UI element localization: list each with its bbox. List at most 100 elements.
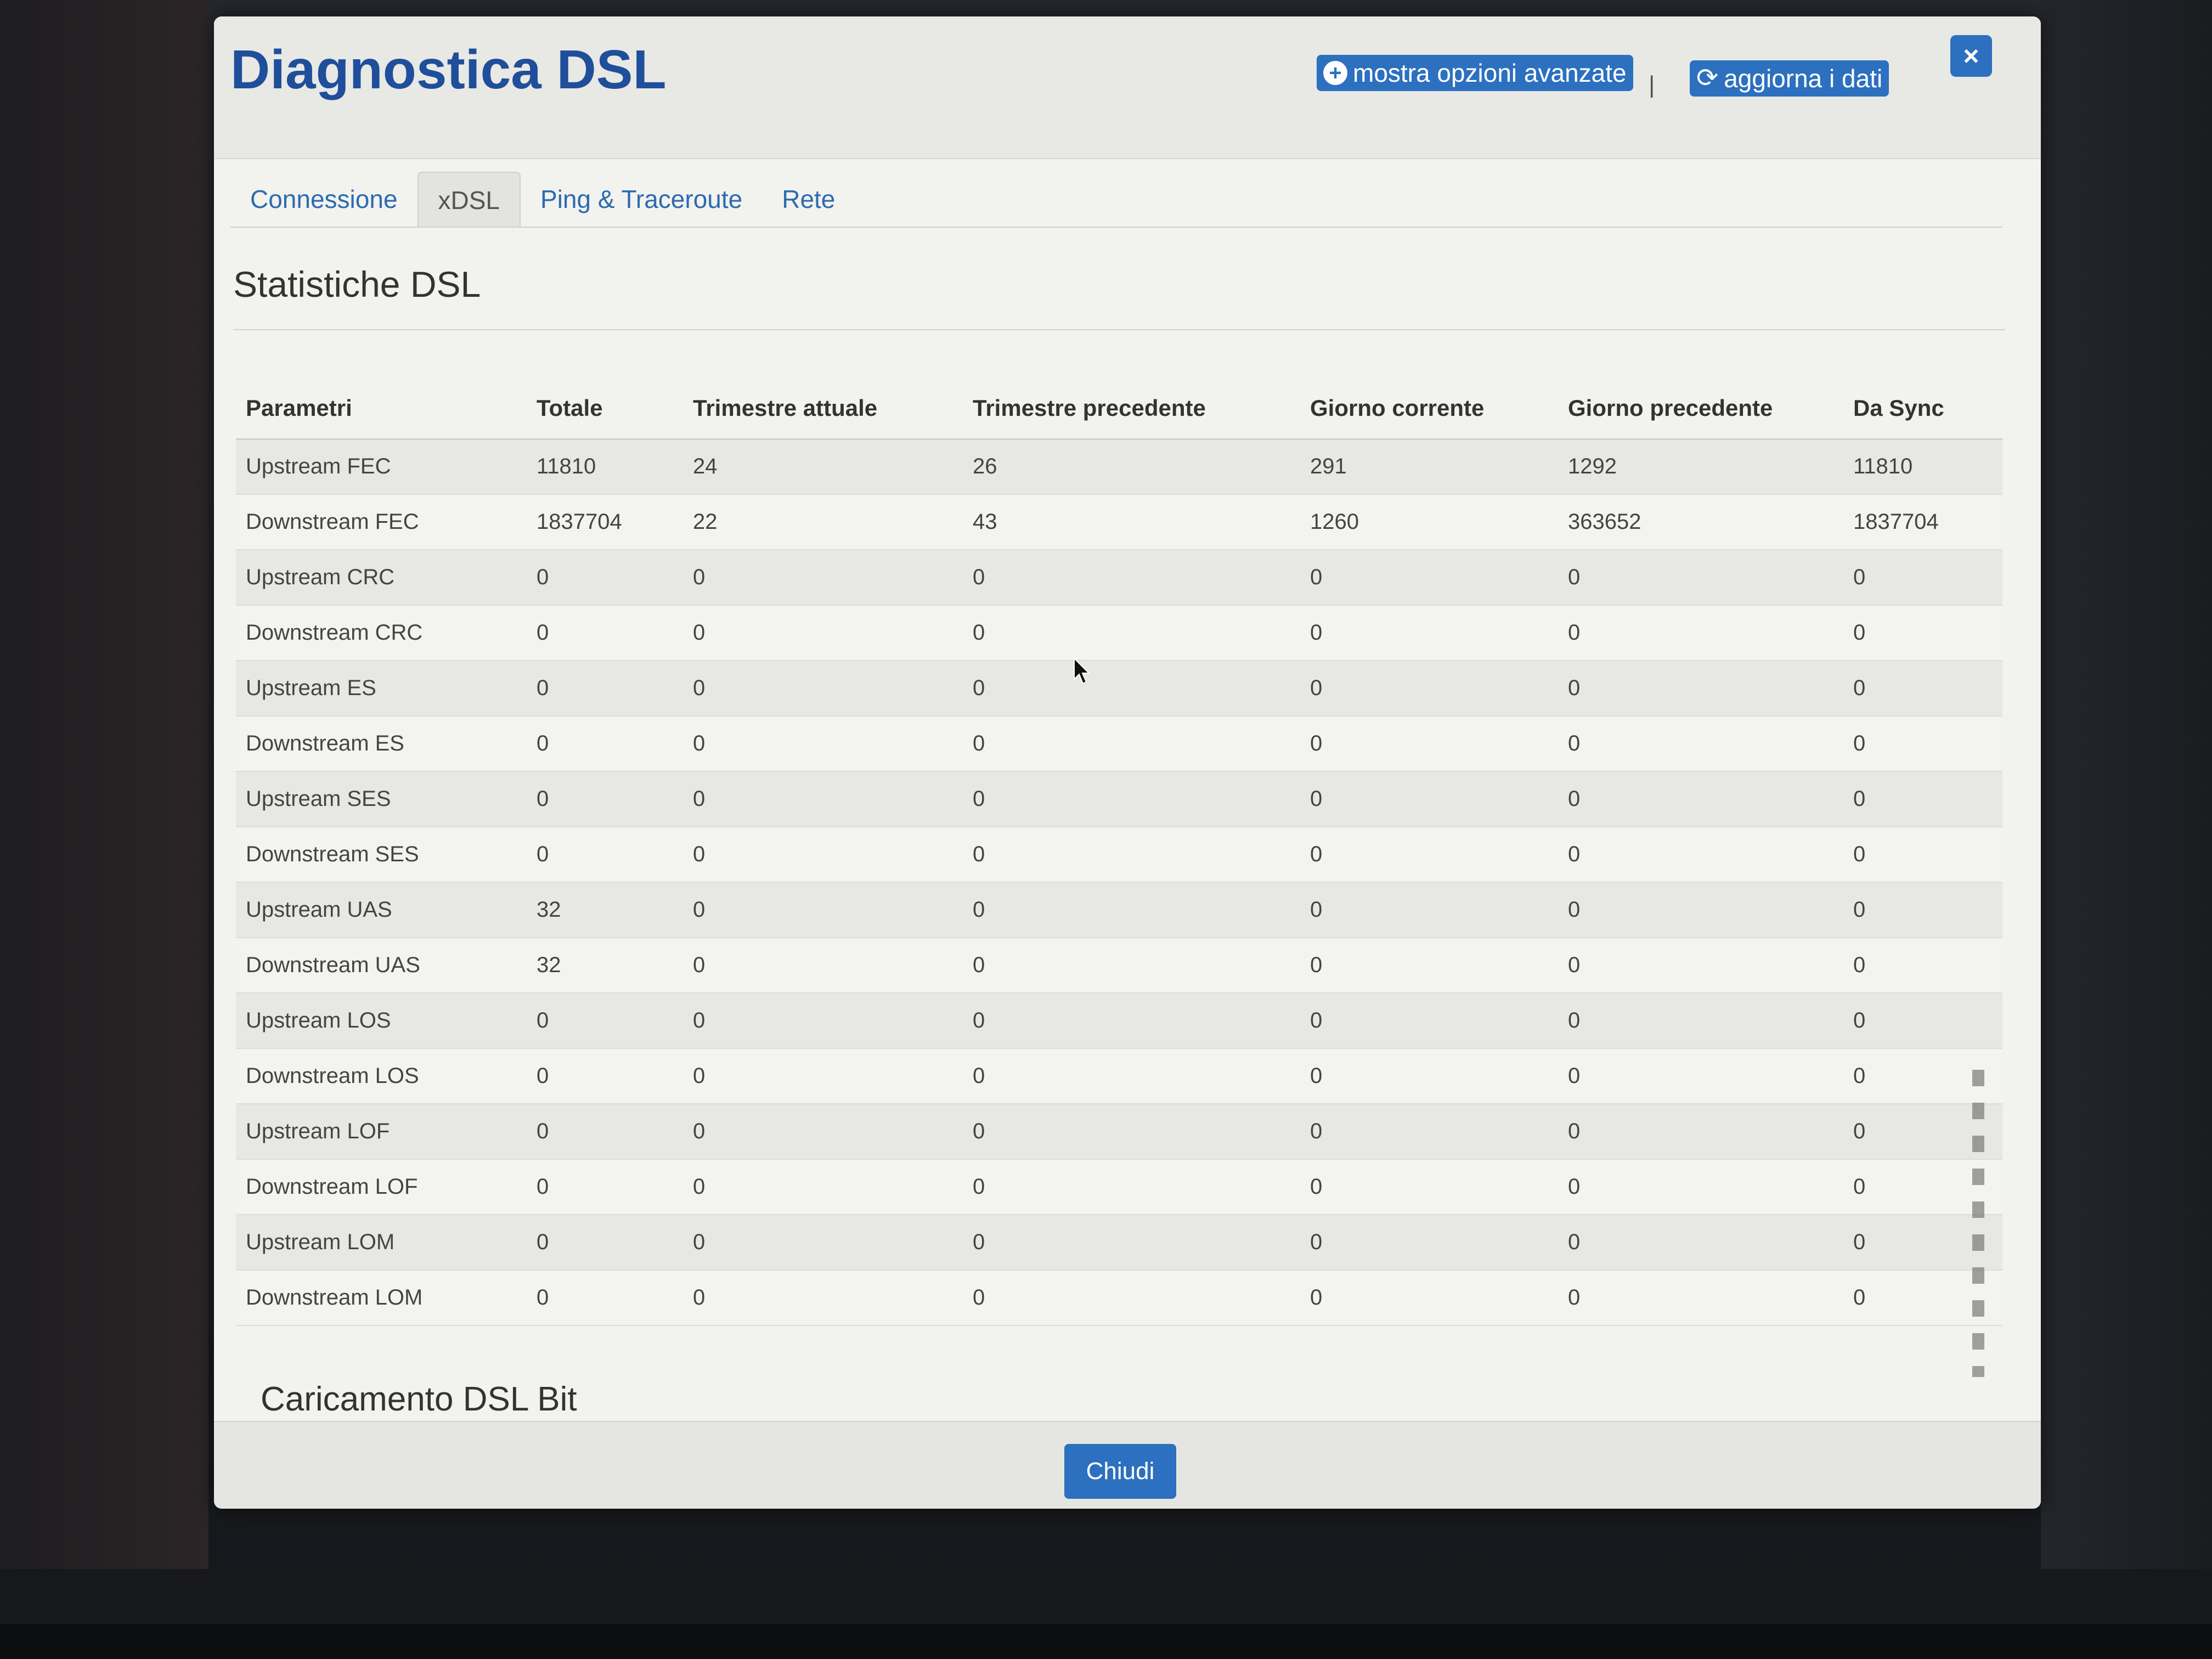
stat-value-cell: 11810 xyxy=(1843,439,2002,495)
refresh-data-button[interactable]: ⟳ aggiorna i dati xyxy=(1690,60,1889,97)
stat-value-cell: 32 xyxy=(527,882,683,938)
stat-value-cell: 0 xyxy=(527,1215,683,1271)
stat-value-cell: 0 xyxy=(1300,882,1558,938)
table-row: Upstream CRC 0 0 0 0 0 0 xyxy=(236,550,2002,606)
stat-value-cell: 0 xyxy=(1300,1159,1558,1215)
stat-value-cell: 0 xyxy=(963,605,1300,661)
stat-value-cell: 0 xyxy=(1300,605,1558,661)
stat-value-cell: 0 xyxy=(963,827,1300,883)
table-row: Downstream LOM 0 0 0 0 0 0 xyxy=(236,1270,2002,1326)
column-header: Da Sync xyxy=(1843,379,2002,440)
stat-value-cell: 0 xyxy=(1558,661,1843,716)
stat-value-cell: 0 xyxy=(683,1215,963,1271)
stat-value-cell: 1837704 xyxy=(527,494,683,550)
stat-value-cell: 0 xyxy=(683,938,963,994)
stat-value-cell: 0 xyxy=(527,550,683,606)
stat-value-cell: 0 xyxy=(1300,661,1558,716)
stat-value-cell: 0 xyxy=(527,661,683,716)
stat-value-cell: 0 xyxy=(1843,716,2002,772)
table-row: Downstream LOF 0 0 0 0 0 0 xyxy=(236,1159,2002,1215)
stat-value-cell: 0 xyxy=(683,1104,963,1160)
stat-value-cell: 0 xyxy=(527,716,683,772)
stat-value-cell: 0 xyxy=(683,882,963,938)
parameter-name-cell: Downstream LOS xyxy=(236,1048,527,1104)
stat-value-cell: 0 xyxy=(1843,827,2002,883)
column-header: Giorno precedente xyxy=(1558,379,1843,440)
close-icon[interactable]: × xyxy=(1950,35,1992,77)
stat-value-cell: 0 xyxy=(527,771,683,827)
stat-value-cell: 0 xyxy=(1558,1048,1843,1104)
table-row: Upstream SES 0 0 0 0 0 0 xyxy=(236,771,2002,827)
table-row: Upstream FEC 11810 24 26 291 1292 11810 xyxy=(236,439,2002,495)
stat-value-cell: 24 xyxy=(683,439,963,495)
table-row: Upstream LOS 0 0 0 0 0 0 xyxy=(236,993,2002,1049)
stat-value-cell: 0 xyxy=(1558,938,1843,994)
stat-value-cell: 0 xyxy=(527,993,683,1049)
show-advanced-options-button[interactable]: + mostra opzioni avanzate xyxy=(1317,55,1633,91)
parameter-name-cell: Downstream SES xyxy=(236,827,527,883)
stat-value-cell: 0 xyxy=(1300,938,1558,994)
column-header: Trimestre attuale xyxy=(683,379,963,440)
table-row: Downstream UAS 32 0 0 0 0 0 xyxy=(236,938,2002,994)
stat-value-cell: 363652 xyxy=(1558,494,1843,550)
stat-value-cell: 0 xyxy=(1843,938,2002,994)
tab-rete[interactable]: Rete xyxy=(782,185,836,213)
table-row: Upstream LOF 0 0 0 0 0 0 xyxy=(236,1104,2002,1160)
stat-value-cell: 0 xyxy=(683,827,963,883)
modal-footer: Chiudi xyxy=(214,1421,2041,1509)
stat-value-cell: 22 xyxy=(683,494,963,550)
stat-value-cell: 0 xyxy=(1558,882,1843,938)
stat-value-cell: 0 xyxy=(1300,550,1558,606)
parameter-name-cell: Upstream LOS xyxy=(236,993,527,1049)
stat-value-cell: 0 xyxy=(963,882,1300,938)
parameter-name-cell: Upstream CRC xyxy=(236,550,527,606)
tab-connessione[interactable]: Connessione xyxy=(250,185,398,213)
show-advanced-options-label: mostra opzioni avanzate xyxy=(1353,59,1627,87)
parameter-name-cell: Upstream ES xyxy=(236,661,527,716)
stat-value-cell: 0 xyxy=(1843,661,2002,716)
stat-value-cell: 11810 xyxy=(527,439,683,495)
refresh-icon: ⟳ xyxy=(1696,64,1719,93)
tab-xdsl[interactable]: xDSL xyxy=(417,172,521,227)
monitor-bezel xyxy=(0,1624,2212,1659)
stat-value-cell: 0 xyxy=(1300,716,1558,772)
parameter-name-cell: Downstream UAS xyxy=(236,938,527,994)
column-header: Giorno corrente xyxy=(1300,379,1558,440)
stat-value-cell: 0 xyxy=(1558,1270,1843,1326)
parameter-name-cell: Downstream CRC xyxy=(236,605,527,661)
parameter-name-cell: Downstream LOM xyxy=(236,1270,527,1326)
stat-value-cell: 0 xyxy=(1558,993,1843,1049)
stat-value-cell: 43 xyxy=(963,494,1300,550)
section-divider xyxy=(233,329,2005,330)
stat-value-cell: 0 xyxy=(1300,771,1558,827)
stat-value-cell: 0 xyxy=(1558,771,1843,827)
refresh-data-label: aggiorna i dati xyxy=(1724,64,1883,93)
stat-value-cell: 1260 xyxy=(1300,494,1558,550)
tab-ping-traceroute[interactable]: Ping & Traceroute xyxy=(540,185,743,213)
stat-value-cell: 0 xyxy=(963,550,1300,606)
parameter-name-cell: Downstream LOF xyxy=(236,1159,527,1215)
stat-value-cell: 0 xyxy=(527,1270,683,1326)
table-row: Downstream FEC 1837704 22 43 1260 363652 18377… xyxy=(236,494,2002,550)
scrollbar[interactable] xyxy=(1972,1070,1984,1377)
stat-value-cell: 0 xyxy=(527,827,683,883)
stat-value-cell: 0 xyxy=(963,1270,1300,1326)
stat-value-cell: 0 xyxy=(1300,1104,1558,1160)
stat-value-cell: 0 xyxy=(683,771,963,827)
stat-value-cell: 0 xyxy=(1843,882,2002,938)
column-header: Totale xyxy=(527,379,683,440)
stat-value-cell: 0 xyxy=(1558,605,1843,661)
stat-value-cell: 0 xyxy=(1558,550,1843,606)
table-row: Downstream ES 0 0 0 0 0 0 xyxy=(236,716,2002,772)
stat-value-cell: 0 xyxy=(963,771,1300,827)
stat-value-cell: 0 xyxy=(683,550,963,606)
stat-value-cell: 0 xyxy=(527,1048,683,1104)
parameter-name-cell: Downstream FEC xyxy=(236,494,527,550)
parameter-name-cell: Downstream ES xyxy=(236,716,527,772)
stat-value-cell: 0 xyxy=(1843,550,2002,606)
column-header: Parametri xyxy=(236,379,527,440)
stat-value-cell: 0 xyxy=(963,1215,1300,1271)
stat-value-cell: 0 xyxy=(1843,993,2002,1049)
plus-circle-icon: + xyxy=(1323,61,1347,85)
close-button[interactable]: Chiudi xyxy=(1064,1444,1176,1499)
